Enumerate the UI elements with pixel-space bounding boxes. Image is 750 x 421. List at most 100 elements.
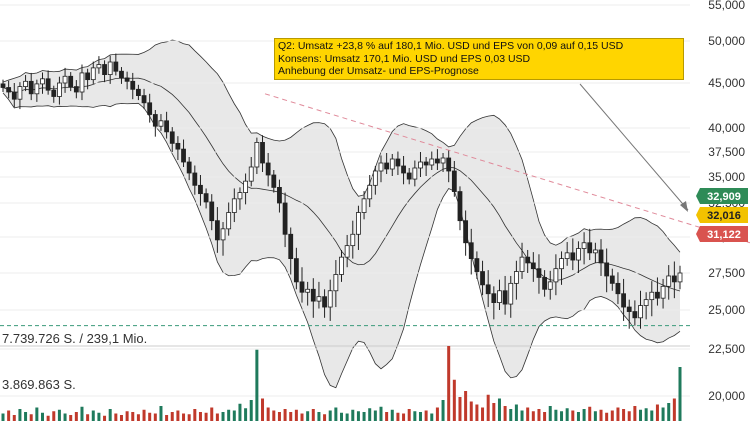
candle — [638, 290, 643, 329]
volume-bar — [548, 406, 552, 421]
price-badge-label: 32,016 — [707, 210, 741, 222]
volume-bar — [52, 411, 56, 421]
volume-scale-lower-label: 3.869.863 S. — [2, 377, 76, 392]
candle — [440, 153, 446, 172]
y-tick-label: 25,000 — [708, 303, 745, 317]
volume-bar — [57, 409, 61, 421]
candle — [378, 155, 384, 183]
volume-bar — [63, 413, 67, 421]
volume-bar — [176, 410, 180, 421]
candle — [423, 157, 429, 176]
candle — [288, 227, 294, 275]
volume-bar — [497, 398, 501, 421]
volume-bar — [520, 410, 524, 421]
volume-bar — [452, 379, 456, 421]
candle — [209, 194, 215, 231]
candle — [395, 151, 401, 175]
y-tick-label: 27,500 — [708, 266, 745, 280]
volume-bar — [7, 410, 11, 421]
volume-scale-upper-label: 7.739.726 S. / 239,1 Mio. — [2, 331, 148, 346]
volume-bar — [672, 398, 676, 421]
volume-bar — [46, 415, 50, 421]
volume-bar — [232, 410, 236, 421]
volume-bar — [373, 410, 377, 421]
candle — [135, 84, 141, 101]
y-tick-label: 50,000 — [708, 34, 745, 48]
volume-bar — [142, 409, 146, 421]
candle — [576, 241, 581, 273]
volume-bar — [486, 394, 490, 421]
candle — [446, 150, 452, 183]
volume-bar — [340, 412, 343, 421]
volume-bar — [667, 403, 671, 421]
volume-bar — [108, 409, 112, 421]
volume-bar — [131, 412, 135, 421]
candle — [592, 242, 598, 263]
y-tick-label: 35,000 — [708, 170, 745, 184]
candle — [248, 157, 254, 187]
candle — [480, 260, 485, 296]
volume-bar — [198, 412, 202, 421]
candle — [203, 188, 209, 209]
volume-bar — [678, 367, 682, 421]
candle — [152, 110, 158, 137]
volume-bar — [576, 412, 580, 421]
y-tick-label: 45,000 — [708, 76, 745, 90]
volume-bar — [255, 349, 259, 421]
candle — [164, 111, 170, 139]
price-badge-label: 32,909 — [707, 191, 741, 203]
volume-bar — [210, 407, 214, 421]
candle — [310, 278, 316, 318]
candle — [513, 260, 519, 300]
candle — [17, 82, 23, 110]
y-tick-label: 40,000 — [708, 121, 745, 135]
annotation-line-2: Konsens: Umsatz 170,1 Mio. USD und EPS 0… — [278, 52, 531, 65]
candle — [485, 270, 491, 308]
candle — [655, 277, 660, 306]
volume-bar — [18, 409, 22, 421]
volume-bar — [464, 391, 468, 421]
volume-bar — [24, 412, 28, 421]
candle — [356, 205, 361, 250]
candle — [305, 281, 311, 306]
candle — [468, 228, 474, 275]
candle — [621, 278, 626, 321]
candle — [559, 251, 564, 285]
volume-bar — [215, 413, 219, 421]
volume-bar — [283, 409, 287, 421]
volume-bar — [356, 411, 360, 421]
candle — [418, 152, 423, 177]
candle — [502, 275, 508, 315]
volume-bar — [616, 407, 620, 421]
volume-bar — [560, 411, 564, 421]
candle — [626, 299, 632, 329]
price-badge-label: 31,122 — [707, 229, 741, 241]
candle — [147, 93, 153, 123]
volume-bar — [244, 408, 248, 421]
volume-bar — [413, 411, 417, 421]
volume-bar — [238, 403, 242, 421]
volume-bar — [435, 407, 439, 421]
candle — [237, 187, 243, 210]
volume-bar — [69, 415, 73, 421]
candle — [598, 239, 604, 276]
candle — [45, 70, 51, 95]
candle — [339, 249, 344, 282]
volume-bar — [362, 412, 366, 421]
volume-bar — [447, 346, 451, 421]
annotation-line-3: Anhebung der Umsatz- und EPS-Prognose — [278, 65, 479, 77]
candle — [57, 76, 62, 105]
candle — [11, 83, 17, 108]
candle — [451, 161, 457, 197]
candle — [508, 275, 514, 318]
volume-bar — [345, 413, 349, 421]
candle — [649, 281, 655, 317]
volume-bar — [644, 408, 648, 421]
candle — [372, 166, 378, 195]
price-badges: 32,909 32,016 31,122 — [696, 188, 748, 242]
candle — [181, 139, 186, 167]
volume-bar — [193, 409, 197, 421]
candle — [73, 80, 79, 99]
volume-bar — [86, 414, 90, 421]
